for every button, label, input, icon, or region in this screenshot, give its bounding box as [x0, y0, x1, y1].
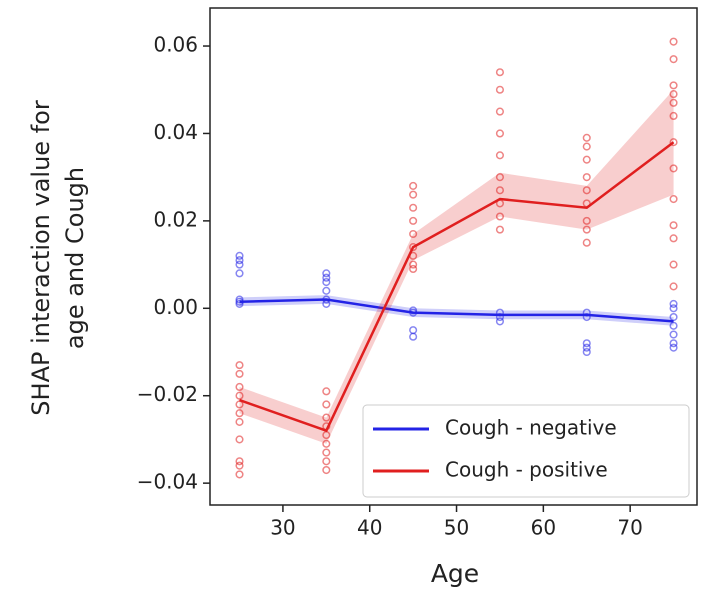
data-point	[322, 278, 331, 287]
data-point	[582, 343, 591, 352]
data-point	[235, 382, 244, 392]
data-point	[409, 181, 418, 190]
data-point	[582, 347, 591, 357]
y-tick-label: 0.06	[153, 33, 198, 57]
data-point	[669, 55, 678, 64]
y-tick-label: 0.04	[153, 120, 198, 144]
data-point	[322, 413, 331, 422]
data-point	[322, 387, 331, 396]
x-tick-label: 60	[531, 516, 556, 540]
data-point	[409, 229, 418, 239]
data-point	[582, 216, 591, 225]
data-point	[235, 260, 244, 269]
data-point	[669, 98, 678, 107]
x-tick-label: 40	[357, 516, 382, 540]
data-point	[669, 90, 678, 99]
data-point	[669, 194, 678, 204]
data-point	[409, 264, 418, 274]
x-tick-label: 30	[270, 516, 295, 540]
data-point	[582, 225, 591, 234]
data-point	[582, 173, 591, 182]
data-point	[669, 37, 678, 46]
data-point	[322, 286, 331, 295]
data-point	[495, 151, 504, 160]
y-tick-label: 0.02	[153, 207, 198, 231]
data-point	[322, 269, 331, 278]
data-point	[669, 164, 678, 173]
data-point	[495, 173, 504, 182]
x-tick-label: 70	[617, 516, 642, 540]
data-point	[495, 85, 504, 94]
data-point	[669, 81, 678, 90]
data-point	[322, 273, 331, 282]
legend-box	[362, 404, 690, 498]
data-point	[322, 465, 331, 475]
confidence-band	[239, 89, 674, 444]
line	[239, 298, 674, 323]
data-point	[235, 251, 244, 260]
y-axis-label: age and Cough	[61, 167, 89, 349]
data-point	[409, 326, 418, 335]
data-point	[322, 448, 331, 457]
data-point	[235, 256, 244, 265]
data-point	[235, 409, 244, 418]
plot-frame	[209, 7, 698, 506]
data-point	[669, 304, 678, 313]
line	[239, 141, 675, 433]
data-point	[235, 435, 244, 444]
data-point	[495, 225, 504, 234]
y-tick-label: 0.00	[153, 295, 198, 319]
data-point	[582, 186, 591, 195]
data-point	[409, 216, 418, 225]
data-point	[235, 417, 244, 426]
data-point	[582, 339, 591, 348]
data-point	[495, 68, 504, 77]
legend-label: Cough - negative	[445, 416, 617, 440]
data-point	[235, 269, 244, 278]
data-point	[495, 186, 504, 195]
data-point	[322, 457, 331, 466]
data-point	[322, 400, 331, 409]
data-point	[669, 138, 678, 147]
data-point	[235, 461, 244, 470]
data-point	[409, 203, 418, 212]
x-axis-label: Age	[431, 559, 479, 588]
data-point	[582, 238, 591, 247]
data-point	[409, 190, 418, 199]
y-tick-label: −0.02	[137, 382, 198, 406]
legend: Cough - negative Cough - positive	[362, 404, 690, 498]
data-point	[582, 142, 591, 151]
data-point	[669, 260, 678, 269]
data-point	[235, 470, 244, 479]
data-point	[669, 221, 678, 230]
data-point	[669, 330, 678, 339]
legend-label: Cough - positive	[445, 458, 608, 482]
data-point	[322, 439, 331, 448]
data-point	[669, 343, 678, 352]
data-point	[495, 107, 504, 116]
data-point	[582, 155, 591, 164]
data-point	[235, 361, 244, 370]
data-point	[495, 129, 504, 138]
data-point	[669, 111, 678, 121]
data-point	[235, 457, 244, 466]
data-point	[409, 243, 418, 252]
data-point	[495, 317, 504, 326]
data-point	[669, 339, 678, 348]
data-point	[409, 332, 418, 341]
y-tick-label: −0.04	[137, 470, 198, 494]
data-point	[495, 212, 504, 221]
data-point	[669, 299, 678, 308]
data-point	[669, 321, 678, 330]
x-tick-label: 50	[444, 516, 469, 540]
data-point	[409, 260, 418, 269]
data-point	[669, 282, 678, 291]
data-point	[669, 234, 678, 243]
data-point	[235, 391, 244, 400]
data-point	[582, 133, 591, 142]
y-axis-label: SHAP interaction value for	[27, 100, 55, 416]
data-point	[235, 369, 244, 378]
